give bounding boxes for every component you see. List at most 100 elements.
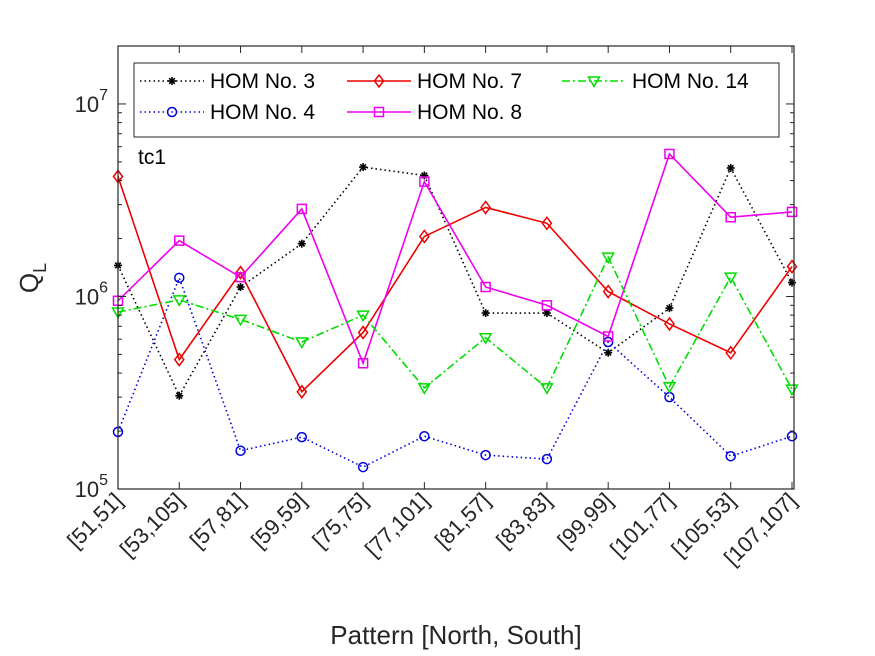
data-point xyxy=(726,163,735,172)
data-point xyxy=(786,430,798,442)
data-point xyxy=(357,325,369,340)
series-line xyxy=(117,166,793,398)
data-point xyxy=(235,445,246,457)
data-point xyxy=(540,383,554,395)
series-line xyxy=(117,275,793,468)
legend-box xyxy=(133,62,780,138)
y-tick-exponent: 7 xyxy=(99,87,108,104)
x-tick-label: [77,101] xyxy=(360,488,434,562)
data-point xyxy=(788,278,796,287)
data-point xyxy=(602,336,614,348)
data-point xyxy=(664,148,675,160)
data-point xyxy=(541,453,553,465)
legend-label: HOM No. 14 xyxy=(632,70,749,93)
y-tick-base: 10 xyxy=(75,477,99,502)
y-tick-label: 107 xyxy=(75,87,108,117)
data-point xyxy=(601,252,615,265)
data-point xyxy=(602,331,614,342)
series-layer xyxy=(111,148,799,473)
data-point xyxy=(174,235,185,246)
data-point xyxy=(541,300,553,311)
data-point xyxy=(478,333,493,345)
data-point xyxy=(786,259,798,274)
legend-label: HOM No. 4 xyxy=(210,101,315,124)
legend-marker xyxy=(168,77,176,85)
legend-label: HOM No. 8 xyxy=(417,101,522,124)
chart-annotation: tc1 xyxy=(138,146,166,169)
series-hom-no-7 xyxy=(112,169,798,399)
series-hom-no-14 xyxy=(111,252,799,397)
x-tick-label: [59,59] xyxy=(246,488,311,553)
y-axis-label-main: Q xyxy=(14,273,44,293)
legend-label: HOM No. 3 xyxy=(210,70,315,93)
data-point xyxy=(173,352,185,367)
data-point xyxy=(785,384,799,397)
x-tick-label: [83,83] xyxy=(491,488,556,553)
data-point xyxy=(480,449,491,461)
data-point xyxy=(174,272,185,284)
data-point xyxy=(357,357,369,369)
data-point xyxy=(236,283,245,292)
data-point xyxy=(786,206,798,218)
legend: HOM No. 3 HOM No. 7 HOM No. 14 HOM No. 4 HOM… xyxy=(133,62,780,138)
x-axis-label: Pattern [North, South] xyxy=(330,620,581,650)
y-axis-label-subscript: L xyxy=(30,263,50,273)
data-point xyxy=(296,384,308,399)
data-point xyxy=(725,211,736,223)
y-tick-exponent: 5 xyxy=(99,472,108,489)
series-line xyxy=(117,176,793,394)
data-point xyxy=(602,284,614,299)
y-tick-exponent: 6 xyxy=(99,279,108,296)
data-point xyxy=(296,431,308,443)
plot-frame xyxy=(117,45,795,490)
legend-item: HOM No. 8 xyxy=(347,101,522,124)
x-tick-label: [101,77] xyxy=(605,488,679,562)
legend-item: HOM No. 3 xyxy=(140,70,315,93)
legend-item: HOM No. 14 xyxy=(562,70,749,93)
legend-item: HOM No. 7 xyxy=(347,70,522,93)
series-hom-no-4 xyxy=(112,272,798,473)
data-point xyxy=(356,310,370,323)
data-point xyxy=(725,345,737,361)
x-tick-label: [53,105] xyxy=(115,488,189,562)
legend-marker xyxy=(373,106,385,118)
series-hom-no-8 xyxy=(112,148,798,369)
legend-marker xyxy=(587,76,601,88)
series-line xyxy=(117,255,793,390)
data-point xyxy=(723,272,738,285)
data-point xyxy=(235,271,246,283)
data-point xyxy=(665,304,674,313)
data-point xyxy=(541,216,553,231)
legend-item: HOM No. 4 xyxy=(140,101,315,124)
data-point xyxy=(296,203,308,215)
data-point xyxy=(419,430,430,442)
series-line xyxy=(117,152,793,366)
data-point xyxy=(604,348,613,357)
data-point xyxy=(357,461,369,473)
data-point xyxy=(417,383,432,395)
x-tick-label: [57,81] xyxy=(185,488,250,553)
data-point xyxy=(359,163,368,172)
data-point xyxy=(419,176,430,187)
y-tick-label: 106 xyxy=(75,279,108,309)
y-tick-base: 10 xyxy=(75,92,99,117)
data-point xyxy=(297,239,306,248)
y-tick-base: 10 xyxy=(75,284,99,309)
data-point xyxy=(725,450,736,462)
data-point xyxy=(481,309,490,318)
data-point xyxy=(480,200,492,215)
data-point xyxy=(664,316,675,332)
x-tick-label: [81,57] xyxy=(430,488,495,553)
data-point xyxy=(480,281,491,293)
data-point xyxy=(175,391,184,400)
y-axis-label: QL xyxy=(14,263,50,293)
legend-marker xyxy=(166,106,178,118)
legend-label: HOM No. 7 xyxy=(417,70,522,93)
data-point xyxy=(662,381,677,394)
data-point xyxy=(233,314,248,327)
data-point xyxy=(172,295,187,307)
data-point xyxy=(235,265,246,280)
y-tick-label: 105 xyxy=(75,472,108,502)
